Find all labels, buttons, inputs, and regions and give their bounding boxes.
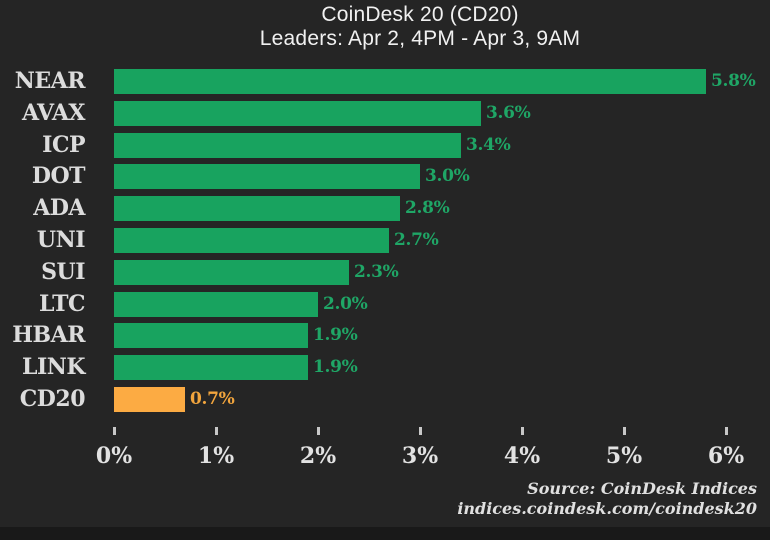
- x-tick-label: 4%: [503, 443, 541, 469]
- bar: [114, 292, 318, 317]
- bar: [114, 164, 420, 189]
- source-attribution: Source: CoinDesk Indices indices.coindes…: [457, 479, 757, 519]
- bar: [114, 355, 308, 380]
- bar: [114, 101, 481, 126]
- category-label: CD20: [19, 386, 86, 412]
- value-label: 3.0%: [425, 166, 470, 186]
- category-label: LTC: [38, 291, 86, 317]
- value-label: 3.4%: [466, 135, 511, 155]
- x-tick-mark: [419, 427, 422, 435]
- value-label: 1.9%: [313, 357, 358, 377]
- value-label: 0.7%: [190, 389, 235, 409]
- x-tick-label: 6%: [707, 443, 745, 469]
- value-label: 5.8%: [711, 71, 756, 91]
- x-tick-label: 3%: [401, 443, 439, 469]
- category-label: DOT: [31, 163, 86, 189]
- category-label: SUI: [41, 259, 85, 285]
- category-label: HBAR: [12, 322, 85, 348]
- x-tick-mark: [317, 427, 320, 435]
- x-tick-label: 0%: [95, 443, 133, 469]
- value-label: 2.0%: [323, 294, 368, 314]
- x-tick-mark: [521, 427, 524, 435]
- source-text: Source: CoinDesk Indices: [527, 479, 757, 498]
- category-label: UNI: [36, 227, 86, 253]
- source-url: indices.coindesk.com/coindesk20: [457, 499, 757, 518]
- x-tick-label: 1%: [197, 443, 235, 469]
- chart-title-block: CoinDesk 20 (CD20) Leaders: Apr 2, 4PM -…: [114, 3, 726, 51]
- value-label: 2.7%: [394, 230, 439, 250]
- value-label: 2.8%: [405, 198, 450, 218]
- value-label: 2.3%: [354, 262, 399, 282]
- bottom-letterbox-strip: [0, 527, 770, 540]
- x-tick-label: 5%: [605, 443, 643, 469]
- x-tick-mark: [113, 427, 116, 435]
- value-label: 3.6%: [486, 103, 531, 123]
- category-label: ADA: [33, 195, 85, 221]
- chart-subtitle: Leaders: Apr 2, 4PM - Apr 3, 9AM: [259, 27, 581, 50]
- bar: [114, 133, 461, 158]
- x-tick-label: 2%: [299, 443, 337, 469]
- category-label: AVAX: [22, 100, 85, 126]
- bar: [114, 228, 389, 253]
- category-label: LINK: [22, 354, 86, 380]
- bar: [114, 260, 349, 285]
- category-label: ICP: [42, 132, 85, 158]
- bar: [114, 69, 706, 94]
- bar: [114, 323, 308, 348]
- x-tick-mark: [623, 427, 626, 435]
- x-tick-mark: [215, 427, 218, 435]
- category-label: NEAR: [14, 68, 86, 94]
- chart-title: CoinDesk 20 (CD20): [321, 3, 519, 26]
- bar: [114, 196, 400, 221]
- bar: [114, 387, 185, 412]
- x-tick-mark: [725, 427, 728, 435]
- value-label: 1.9%: [313, 325, 358, 345]
